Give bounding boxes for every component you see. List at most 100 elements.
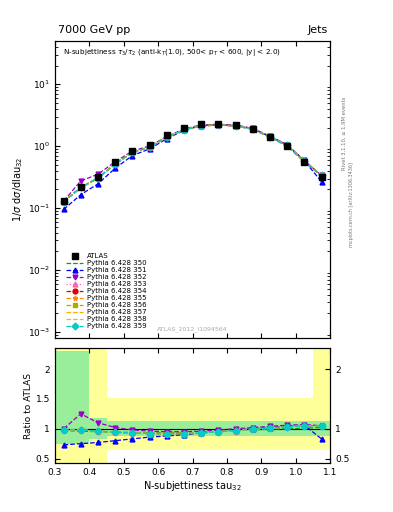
Line: Pythia 6.428 358: Pythia 6.428 358 [64, 125, 321, 202]
Line: Pythia 6.428 359: Pythia 6.428 359 [61, 123, 324, 204]
Pythia 6.428 352 [285, 141, 290, 147]
Pythia 6.428 357 [164, 135, 169, 141]
Pythia 6.428 359 [250, 126, 255, 132]
Pythia 6.428 356 [61, 199, 66, 205]
Pythia 6.428 359 [79, 184, 83, 190]
Pythia 6.428 358 [79, 184, 83, 190]
Pythia 6.428 352 [113, 159, 118, 165]
Pythia 6.428 351 [319, 179, 324, 185]
Pythia 6.428 359 [302, 158, 307, 164]
Pythia 6.428 356 [285, 142, 290, 148]
Pythia 6.428 351 [95, 181, 100, 187]
Pythia 6.428 350 [250, 126, 255, 133]
Pythia 6.428 354 [319, 173, 324, 179]
Pythia 6.428 354 [216, 122, 221, 128]
ATLAS [285, 143, 290, 149]
Pythia 6.428 359 [130, 150, 135, 156]
Pythia 6.428 359 [233, 123, 238, 129]
Pythia 6.428 350 [268, 134, 272, 140]
Pythia 6.428 357 [182, 126, 186, 133]
Pythia 6.428 350 [233, 123, 238, 129]
Pythia 6.428 353 [268, 134, 272, 140]
Pythia 6.428 357 [113, 161, 118, 167]
Pythia 6.428 358 [216, 122, 221, 128]
Pythia 6.428 351 [285, 142, 290, 148]
Line: ATLAS: ATLAS [61, 121, 324, 204]
ATLAS [130, 147, 135, 154]
Text: Rivet 3.1.10, ≥ 1.9M events: Rivet 3.1.10, ≥ 1.9M events [342, 96, 346, 170]
Pythia 6.428 357 [79, 184, 83, 190]
Pythia 6.428 353 [233, 123, 238, 129]
Text: Jets: Jets [307, 25, 327, 35]
Pythia 6.428 357 [285, 142, 290, 148]
Pythia 6.428 356 [182, 126, 186, 133]
Line: Pythia 6.428 351: Pythia 6.428 351 [61, 122, 324, 212]
Pythia 6.428 359 [268, 134, 272, 140]
Pythia 6.428 354 [79, 184, 83, 190]
Pythia 6.428 353 [113, 161, 118, 167]
Pythia 6.428 359 [164, 135, 169, 141]
Pythia 6.428 355 [233, 123, 238, 129]
Pythia 6.428 352 [182, 126, 186, 132]
ATLAS [199, 121, 204, 127]
Pythia 6.428 359 [61, 199, 66, 205]
Pythia 6.428 357 [147, 144, 152, 150]
Pythia 6.428 350 [182, 126, 186, 133]
Pythia 6.428 350 [79, 185, 83, 191]
Pythia 6.428 351 [233, 122, 238, 129]
Pythia 6.428 350 [319, 173, 324, 179]
Pythia 6.428 351 [164, 136, 169, 142]
Pythia 6.428 358 [199, 123, 204, 129]
Pythia 6.428 356 [79, 184, 83, 190]
Pythia 6.428 358 [285, 142, 290, 148]
Pythia 6.428 357 [233, 123, 238, 129]
Pythia 6.428 353 [79, 184, 83, 190]
Pythia 6.428 352 [233, 122, 238, 128]
Line: Pythia 6.428 355: Pythia 6.428 355 [61, 123, 324, 204]
Pythia 6.428 354 [268, 134, 272, 140]
Pythia 6.428 354 [147, 144, 152, 150]
Pythia 6.428 354 [113, 161, 118, 167]
Pythia 6.428 350 [61, 199, 66, 205]
ATLAS [79, 184, 83, 190]
Pythia 6.428 354 [285, 142, 290, 148]
Pythia 6.428 353 [285, 142, 290, 148]
Text: ATLAS_2012_I1094564: ATLAS_2012_I1094564 [157, 326, 228, 332]
Pythia 6.428 358 [164, 135, 169, 141]
Pythia 6.428 359 [95, 175, 100, 181]
Pythia 6.428 354 [250, 126, 255, 132]
Pythia 6.428 352 [216, 121, 221, 127]
Pythia 6.428 357 [319, 173, 324, 179]
Pythia 6.428 352 [61, 198, 66, 204]
ATLAS [95, 174, 100, 180]
Pythia 6.428 356 [147, 144, 152, 150]
Pythia 6.428 352 [250, 125, 255, 132]
Pythia 6.428 356 [113, 161, 118, 167]
Pythia 6.428 357 [302, 158, 307, 164]
Pythia 6.428 353 [182, 126, 186, 133]
Pythia 6.428 353 [250, 126, 255, 132]
Y-axis label: 1/$\sigma$ d$\sigma$/dlau$_{32}$: 1/$\sigma$ d$\sigma$/dlau$_{32}$ [11, 157, 25, 222]
Pythia 6.428 355 [216, 122, 221, 128]
ATLAS [319, 174, 324, 180]
Pythia 6.428 355 [113, 161, 118, 167]
Pythia 6.428 350 [164, 134, 169, 140]
Pythia 6.428 351 [113, 165, 118, 172]
Pythia 6.428 358 [95, 175, 100, 181]
Pythia 6.428 355 [199, 123, 204, 129]
Pythia 6.428 352 [268, 133, 272, 139]
Pythia 6.428 350 [113, 161, 118, 167]
Pythia 6.428 358 [268, 134, 272, 140]
X-axis label: N-subjettiness tau$_{32}$: N-subjettiness tau$_{32}$ [143, 479, 242, 493]
Pythia 6.428 358 [61, 199, 66, 205]
Pythia 6.428 356 [216, 122, 221, 128]
Pythia 6.428 353 [319, 173, 324, 179]
Pythia 6.428 354 [95, 175, 100, 181]
Line: Pythia 6.428 354: Pythia 6.428 354 [61, 123, 324, 204]
Pythia 6.428 359 [285, 142, 290, 148]
Pythia 6.428 357 [199, 123, 204, 129]
Legend: ATLAS, Pythia 6.428 350, Pythia 6.428 351, Pythia 6.428 352, Pythia 6.428 353, P: ATLAS, Pythia 6.428 350, Pythia 6.428 35… [64, 251, 149, 331]
Line: Pythia 6.428 356: Pythia 6.428 356 [61, 123, 324, 204]
Pythia 6.428 355 [182, 126, 186, 133]
Pythia 6.428 355 [285, 142, 290, 148]
